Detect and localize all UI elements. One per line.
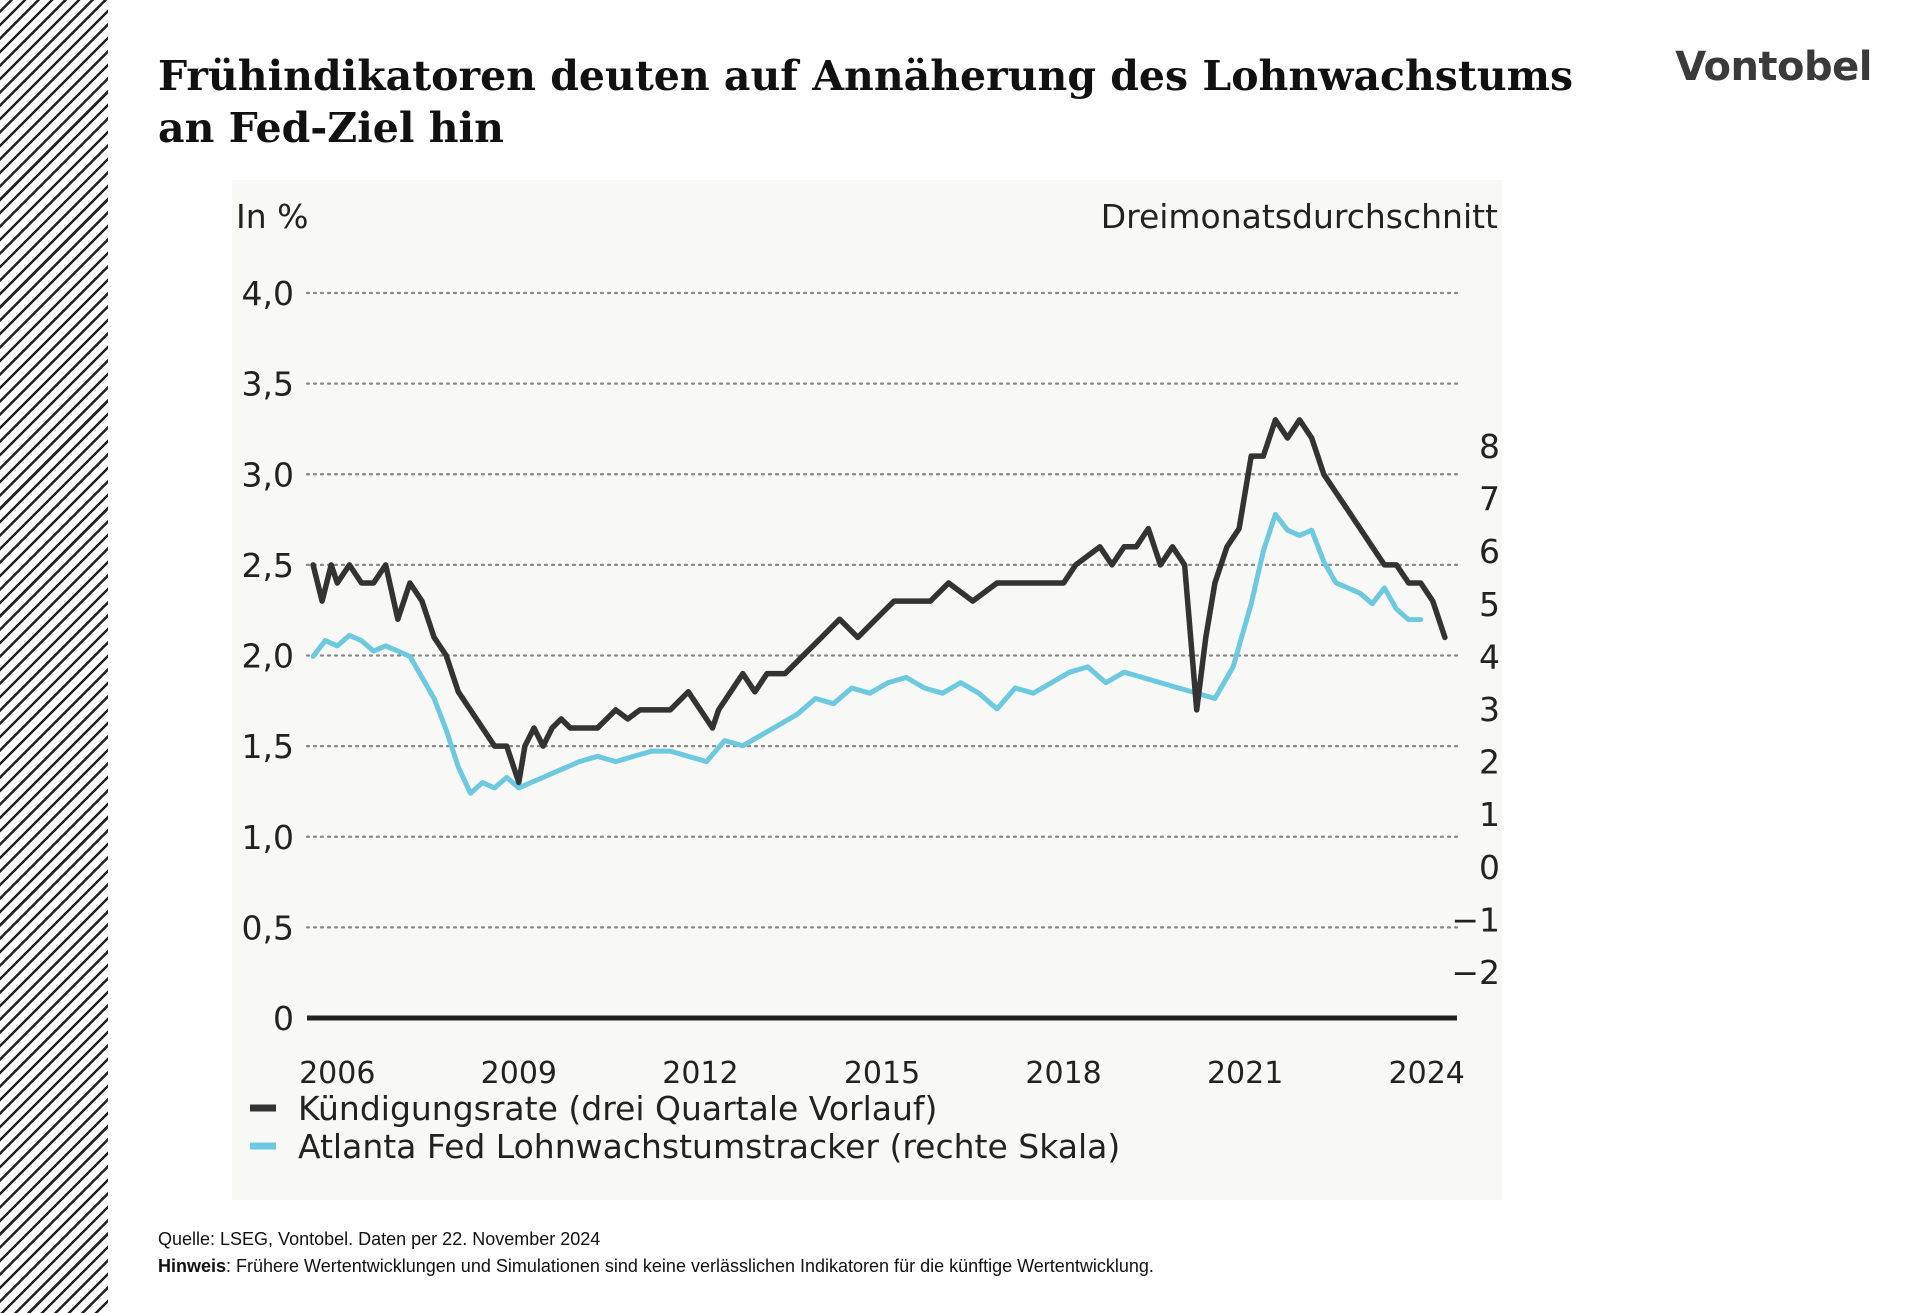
y-right-tick-label: −2: [1451, 953, 1500, 992]
x-tick-label: 2015: [844, 1056, 920, 1091]
decorative-stripes: [0, 0, 108, 1313]
right-axis-title: Dreimonatsdurchschnitt: [1101, 197, 1498, 236]
disclaimer-text: : Frühere Wertentwicklungen und Simulati…: [226, 1256, 1154, 1276]
x-axis-ticks: 2006 2009 2012 2015 2018 2021 2024: [299, 1056, 1465, 1091]
y-right-tick-label: 3: [1479, 690, 1500, 729]
left-axis-title: In %: [236, 197, 309, 236]
x-tick-label: 2006: [299, 1056, 375, 1091]
y-left-tick-label: 0,5: [242, 908, 294, 947]
series-line-kuendigungsrate: [310, 417, 1448, 786]
line-chart: In % Dreimonatsdurchschnitt 0 0,5 1,0 1,5 2,…: [236, 197, 1500, 1166]
y-right-tick-label: 6: [1479, 532, 1500, 571]
y-left-tick-label: 1,5: [242, 727, 294, 766]
legend-label-atlanta-fed: Atlanta Fed Lohnwachstumstracker (rechte…: [298, 1127, 1120, 1166]
y-left-tick-label: 0: [273, 999, 294, 1038]
series-line-atlanta-fed: [310, 511, 1424, 796]
y-right-tick-label: 7: [1479, 480, 1500, 519]
y-left-tick-label: 4,0: [242, 274, 294, 313]
y-left-tick-label: 3,0: [242, 455, 294, 494]
legend-label-kuendigungsrate: Kündigungsrate (drei Quartale Vorlauf): [298, 1089, 937, 1128]
y-right-tick-label: 1: [1479, 795, 1500, 834]
y-left-tick-label: 2,5: [242, 546, 294, 585]
gridlines: [305, 291, 1459, 1021]
y-right-tick-label: 0: [1479, 848, 1500, 887]
left-axis-ticks: 0 0,5 1,0 1,5 2,0 2,5 3,0 3,5 4,0: [242, 274, 294, 1038]
chart-container: In % Dreimonatsdurchschnitt 0 0,5 1,0 1,5 2,…: [232, 180, 1502, 1200]
y-left-tick-label: 1,0: [242, 818, 294, 857]
x-tick-label: 2009: [481, 1056, 557, 1091]
page-title: Frühindikatoren deuten auf Annäherung de…: [158, 52, 1574, 152]
footnotes: Quelle: LSEG, Vontobel. Daten per 22. No…: [158, 1226, 1154, 1280]
y-left-tick-label: 3,5: [242, 365, 294, 404]
disclaimer-label: Hinweis: [158, 1256, 227, 1276]
y-right-tick-label: 4: [1479, 637, 1500, 676]
legend: Kündigungsrate (drei Quartale Vorlauf)At…: [250, 1089, 1120, 1166]
vontobel-logo: Vontobel: [1675, 44, 1872, 90]
y-right-tick-label: −1: [1451, 900, 1500, 939]
x-tick-label: 2012: [662, 1056, 738, 1091]
series-lines: [310, 417, 1448, 796]
source-note: Quelle: LSEG, Vontobel. Daten per 22. No…: [158, 1229, 601, 1249]
y-right-tick-label: 8: [1479, 427, 1500, 466]
x-tick-label: 2021: [1207, 1056, 1283, 1091]
y-right-tick-label: 5: [1479, 585, 1500, 624]
y-left-tick-label: 2,0: [242, 637, 294, 676]
disclaimer: Hinweis: Frühere Wertentwicklungen und S…: [158, 1253, 1154, 1280]
right-axis-ticks: −2 −1 0 1 2 3 4 5 6 7 8: [1451, 427, 1500, 992]
x-tick-label: 2018: [1025, 1056, 1101, 1091]
x-tick-label: 2024: [1389, 1056, 1465, 1091]
y-right-tick-label: 2: [1479, 743, 1500, 782]
